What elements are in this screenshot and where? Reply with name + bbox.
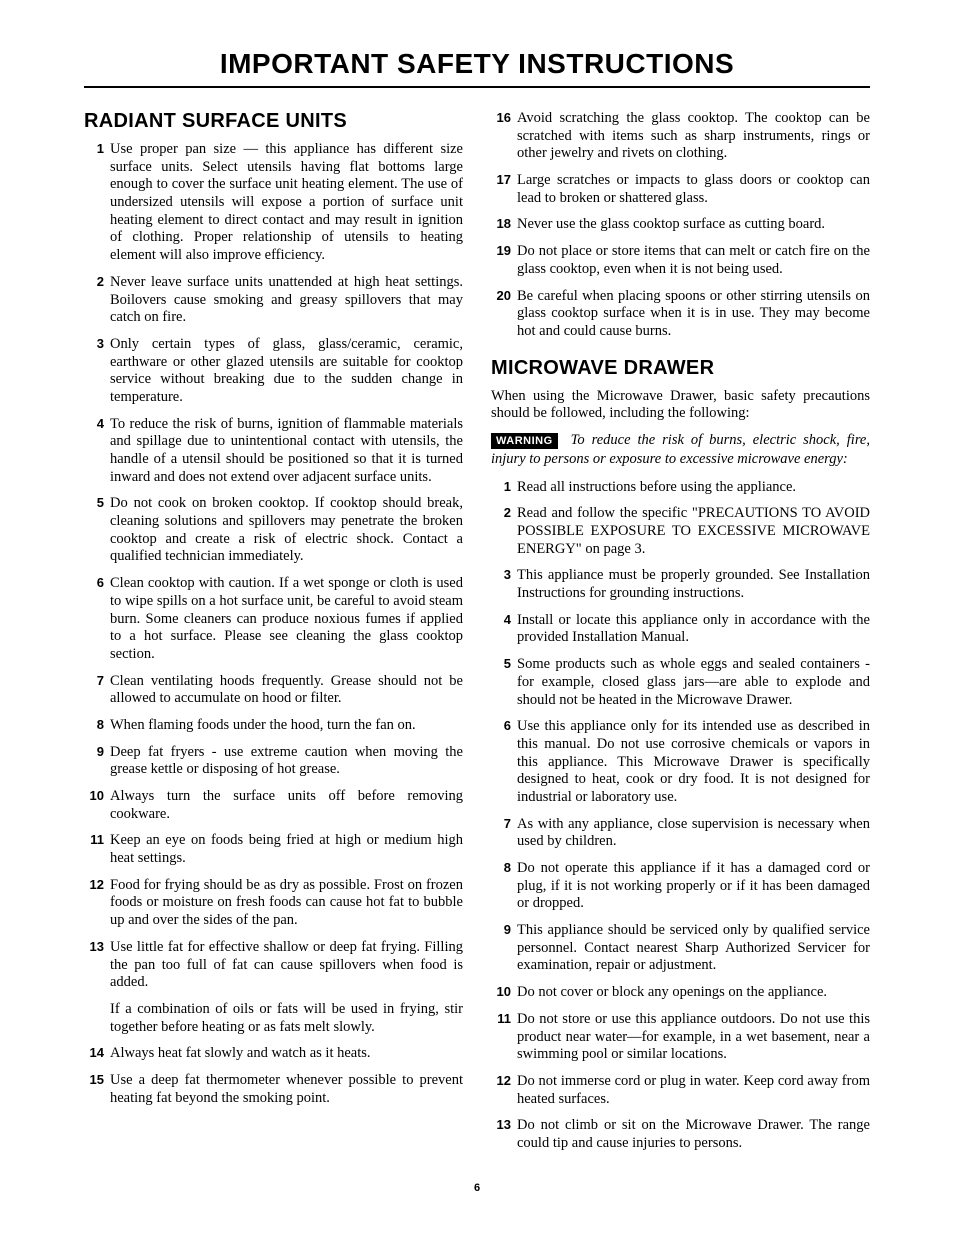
warning-label: WARNING <box>491 433 558 449</box>
list-item: Clean ventilating hoods frequently. Grea… <box>84 673 463 708</box>
list-item: Read and follow the specific "PRECAUTION… <box>491 505 870 558</box>
list-item: Read all instructions before using the a… <box>491 479 870 497</box>
list-item: Always turn the surface units off before… <box>84 788 463 823</box>
list-item: Use little fat for effective shallow or … <box>84 939 463 992</box>
page-number: 6 <box>84 1182 870 1194</box>
list-item-extra: If a combination of oils or fats will be… <box>84 1001 463 1036</box>
list-item: To reduce the risk of burns, ignition of… <box>84 416 463 487</box>
radiant-title: RADIANT SURFACE UNITS <box>84 110 463 133</box>
microwave-title: MICROWAVE DRAWER <box>491 357 870 380</box>
right-column: Avoid scratching the glass cooktop. The … <box>491 110 870 1162</box>
list-item: As with any appliance, close supervision… <box>491 816 870 851</box>
list-item: Keep an eye on foods being fried at high… <box>84 832 463 867</box>
radiant-list-continued: Avoid scratching the glass cooktop. The … <box>491 110 870 341</box>
microwave-intro: When using the Microwave Drawer, basic s… <box>491 388 870 423</box>
list-item: Use a deep fat thermometer whenever poss… <box>84 1072 463 1107</box>
radiant-list-1: Use proper pan size — this appliance has… <box>84 141 463 992</box>
list-item: Use this appliance only for its intended… <box>491 718 870 806</box>
list-item: Do not climb or sit on the Microwave Dra… <box>491 1117 870 1152</box>
list-item: When flaming foods under the hood, turn … <box>84 717 463 735</box>
list-item: Large scratches or impacts to glass door… <box>491 172 870 207</box>
list-item: Avoid scratching the glass cooktop. The … <box>491 110 870 163</box>
list-item: Some products such as whole eggs and sea… <box>491 656 870 709</box>
list-item: Clean cooktop with caution. If a wet spo… <box>84 575 463 663</box>
list-item: This appliance should be serviced only b… <box>491 922 870 975</box>
list-item: Install or locate this appliance only in… <box>491 612 870 647</box>
list-item: Never use the glass cooktop surface as c… <box>491 216 870 234</box>
left-column: RADIANT SURFACE UNITS Use proper pan siz… <box>84 110 463 1162</box>
two-column-layout: RADIANT SURFACE UNITS Use proper pan siz… <box>84 110 870 1162</box>
list-item: Do not cook on broken cooktop. If cookto… <box>84 495 463 566</box>
list-item: Do not immerse cord or plug in water. Ke… <box>491 1073 870 1108</box>
list-item: This appliance must be properly grounded… <box>491 567 870 602</box>
warning-paragraph: WARNING To reduce the risk of burns, ele… <box>491 431 870 469</box>
list-item: Do not operate this appliance if it has … <box>491 860 870 913</box>
list-item: Do not cover or block any openings on th… <box>491 984 870 1002</box>
list-item: Use proper pan size — this appliance has… <box>84 141 463 265</box>
list-item: Do not place or store items that can mel… <box>491 243 870 278</box>
list-item: Do not store or use this appliance outdo… <box>491 1011 870 1064</box>
list-item: Deep fat fryers - use extreme caution wh… <box>84 744 463 779</box>
list-item: Food for frying should be as dry as poss… <box>84 877 463 930</box>
microwave-list: Read all instructions before using the a… <box>491 479 870 1153</box>
list-item: Only certain types of glass, glass/ceram… <box>84 336 463 407</box>
list-item: Be careful when placing spoons or other … <box>491 288 870 341</box>
list-item: Always heat fat slowly and watch as it h… <box>84 1045 463 1063</box>
radiant-list-2: Always heat fat slowly and watch as it h… <box>84 1045 463 1107</box>
list-item: Never leave surface units unattended at … <box>84 274 463 327</box>
page-title: IMPORTANT SAFETY INSTRUCTIONS <box>84 48 870 88</box>
